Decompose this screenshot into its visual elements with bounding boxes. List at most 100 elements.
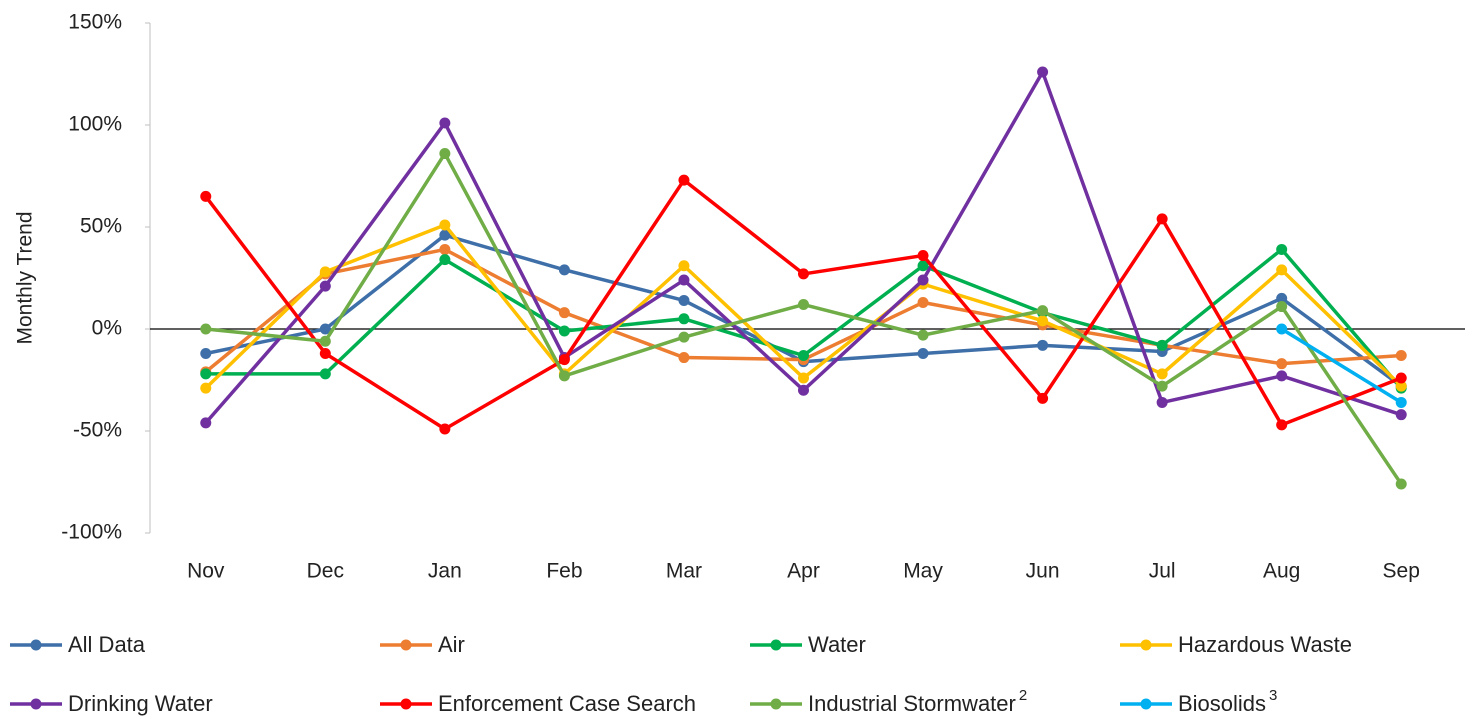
- data-point: [1037, 339, 1049, 351]
- legend-label: Biosolids: [1178, 691, 1266, 716]
- data-point: [558, 354, 570, 366]
- data-point: [439, 254, 451, 266]
- legend-label: Industrial Stormwater: [808, 691, 1016, 716]
- legend-label: Water: [808, 632, 866, 657]
- data-point: [1037, 315, 1049, 327]
- data-point: [1395, 380, 1407, 392]
- data-point: [798, 268, 809, 280]
- y-tick-label: -100%: [61, 521, 122, 544]
- data-point: [678, 274, 690, 286]
- data-point: [1276, 301, 1288, 313]
- data-point: [200, 417, 212, 429]
- data-point: [1395, 409, 1407, 421]
- data-point: [319, 368, 331, 380]
- data-point: [917, 260, 929, 272]
- data-point: [1037, 66, 1049, 78]
- data-point: [1276, 292, 1288, 304]
- legend-superscript: 3: [1269, 687, 1277, 704]
- data-point: [1395, 478, 1407, 490]
- data-point: [200, 382, 212, 394]
- data-point: [678, 174, 690, 186]
- legend-item: Air: [380, 632, 465, 657]
- data-point: [439, 243, 451, 255]
- data-point: [319, 280, 331, 292]
- legend-label: Drinking Water: [68, 691, 213, 716]
- data-point: [319, 323, 331, 335]
- data-point: [678, 313, 690, 325]
- data-point: [1156, 396, 1168, 408]
- data-point: [798, 384, 809, 396]
- data-point: [678, 294, 690, 306]
- data-point: [1276, 358, 1288, 370]
- legend-item: Drinking Water: [10, 691, 213, 716]
- legend-item: Biosolids 3: [1120, 687, 1277, 716]
- legend-item: Hazardous Waste: [1120, 632, 1352, 657]
- data-point: [1276, 323, 1288, 335]
- x-tick-label: Nov: [187, 560, 225, 583]
- data-point: [319, 266, 331, 278]
- legend-label: Air: [438, 632, 465, 657]
- y-tick-label: 0%: [92, 317, 122, 340]
- data-point: [917, 250, 929, 262]
- data-point: [1276, 370, 1288, 382]
- data-point: [1037, 392, 1049, 404]
- legend-marker: [400, 639, 412, 651]
- y-tick-label: -50%: [73, 419, 122, 442]
- data-point: [917, 329, 929, 341]
- legend-item: Enforcement Case Search: [380, 691, 696, 716]
- data-point: [558, 264, 570, 276]
- x-tick-label: Feb: [546, 560, 582, 583]
- legend-item: All Data: [10, 632, 146, 657]
- data-point: [200, 323, 212, 335]
- data-point: [200, 368, 212, 380]
- data-point: [798, 372, 809, 384]
- data-point: [1156, 368, 1168, 380]
- y-tick-label: 50%: [80, 215, 122, 238]
- legend-marker: [30, 639, 42, 651]
- data-point: [1395, 396, 1407, 408]
- x-tick-label: Apr: [787, 560, 820, 583]
- data-point: [1276, 243, 1288, 255]
- data-point: [439, 423, 451, 435]
- data-point: [319, 347, 331, 359]
- legend-label: All Data: [68, 632, 146, 657]
- data-point: [558, 370, 570, 382]
- data-point: [558, 307, 570, 319]
- legend-marker: [1140, 639, 1152, 651]
- data-point: [1156, 213, 1168, 225]
- x-tick-label: Jan: [428, 560, 462, 583]
- data-point: [439, 148, 451, 160]
- series-line: [1280, 327, 1403, 404]
- data-point: [1395, 350, 1407, 362]
- x-tick-label: Dec: [307, 560, 344, 583]
- data-point: [319, 335, 331, 347]
- x-tick-label: Jun: [1026, 560, 1060, 583]
- data-point: [1037, 305, 1049, 317]
- y-axis-label: Monthly Trend: [14, 211, 37, 344]
- y-tick-label: 100%: [68, 113, 122, 136]
- data-point: [678, 260, 690, 272]
- legend-marker: [400, 698, 412, 710]
- data-point: [558, 325, 570, 337]
- x-tick-label: May: [903, 560, 943, 583]
- data-point: [1276, 264, 1288, 276]
- y-tick-label: 150%: [68, 11, 122, 34]
- data-point: [798, 350, 809, 362]
- data-point: [200, 190, 212, 202]
- data-point: [678, 331, 690, 343]
- data-point: [1395, 372, 1407, 384]
- data-point: [917, 296, 929, 308]
- data-point: [798, 299, 809, 311]
- data-point: [1276, 419, 1288, 431]
- legend-marker: [770, 698, 782, 710]
- data-point: [917, 274, 929, 286]
- legend-superscript: 2: [1019, 687, 1027, 704]
- x-tick-label: Jul: [1149, 560, 1176, 583]
- data-point: [439, 229, 451, 241]
- data-point: [200, 347, 212, 359]
- legend-item: Industrial Stormwater 2: [750, 687, 1027, 716]
- legend-label: Enforcement Case Search: [438, 691, 696, 716]
- data-point: [439, 117, 451, 129]
- data-point: [917, 347, 929, 359]
